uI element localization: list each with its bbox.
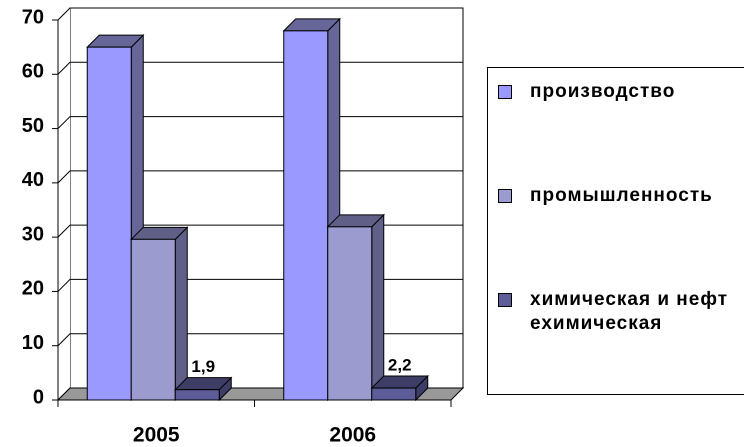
y-tick-label: 10 [22,332,44,354]
grid-line [57,7,463,21]
legend-label: производство [530,81,676,102]
legend-swatch [498,189,512,203]
legend-label: промышленность [530,185,713,206]
left-wall [58,8,70,400]
y-tick-label: 60 [22,61,44,83]
data-label: 2,2 [388,356,412,375]
y-tick-label: 50 [22,115,44,137]
bar [130,238,176,401]
bar-side [371,213,385,402]
bar-side [174,226,188,402]
y-tick-label: 40 [22,169,44,191]
y-tick-label: 70 [22,6,44,28]
y-tick-label: 30 [22,223,44,245]
y-tick-label: 0 [33,386,44,408]
bar [371,387,417,401]
bar [327,226,373,401]
bar [283,30,329,401]
legend-swatch [498,85,512,99]
legend: производство промышленность химическая и н… [487,67,744,395]
data-label: 1,9 [191,357,215,376]
x-tick-label: 2006 [329,424,376,447]
legend-swatch [498,293,512,307]
bar [86,46,132,401]
x-tick-label: 2005 [133,424,180,447]
legend-label: химическая и нефтехимическая [530,289,729,334]
y-tick-label: 20 [22,278,44,300]
bar [174,389,220,401]
